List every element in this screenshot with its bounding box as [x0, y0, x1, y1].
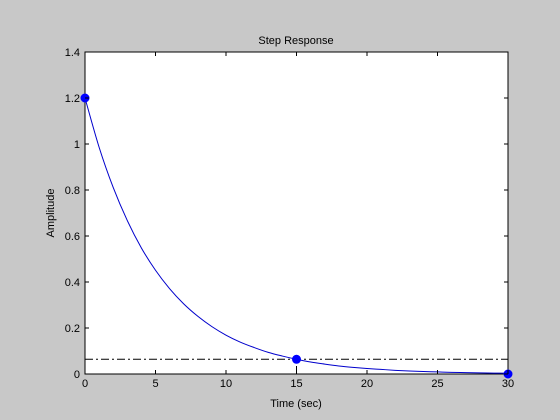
y-tick-label-4: 0.8: [65, 185, 80, 197]
x-tick-label-0: 0: [82, 378, 88, 390]
x-axis-ticks: 0 5 10 15 20 25 30: [82, 52, 514, 390]
y-tick-label-5: 1: [74, 139, 80, 151]
y-axis-label: Amplitude: [45, 189, 57, 238]
data-marker-1[interactable]: [292, 354, 301, 364]
x-tick-label-6: 30: [502, 378, 514, 390]
y-tick-label-7: 1.4: [65, 47, 80, 59]
y-tick-label-2: 0.4: [65, 277, 80, 289]
x-axis-label: Time (sec): [270, 398, 322, 410]
x-tick-label-3: 15: [290, 378, 302, 390]
x-tick-label-5: 25: [431, 378, 443, 390]
y-tick-label-3: 0.6: [65, 231, 80, 243]
chart-title: Step Response: [258, 35, 333, 47]
y-tick-label-1: 0.2: [65, 323, 80, 335]
x-tick-label-2: 10: [220, 378, 232, 390]
y-tick-label-6: 1.2: [65, 93, 80, 105]
y-tick-label-0: 0: [74, 369, 80, 381]
x-tick-label-4: 20: [361, 378, 373, 390]
x-tick-label-1: 5: [152, 378, 158, 390]
plot-area: [84, 51, 509, 375]
y-axis-ticks: 0 0.2 0.4 0.6 0.8 1 1.2 1.4: [65, 47, 508, 381]
